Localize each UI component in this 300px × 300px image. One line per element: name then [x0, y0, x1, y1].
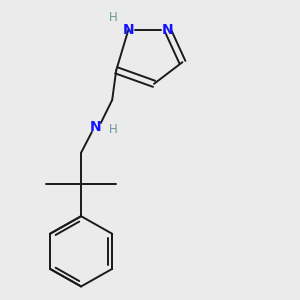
Text: H: H: [109, 11, 118, 24]
Text: N: N: [123, 23, 134, 37]
Text: N: N: [162, 23, 173, 37]
Text: H: H: [109, 123, 118, 136]
Text: N: N: [90, 120, 102, 134]
